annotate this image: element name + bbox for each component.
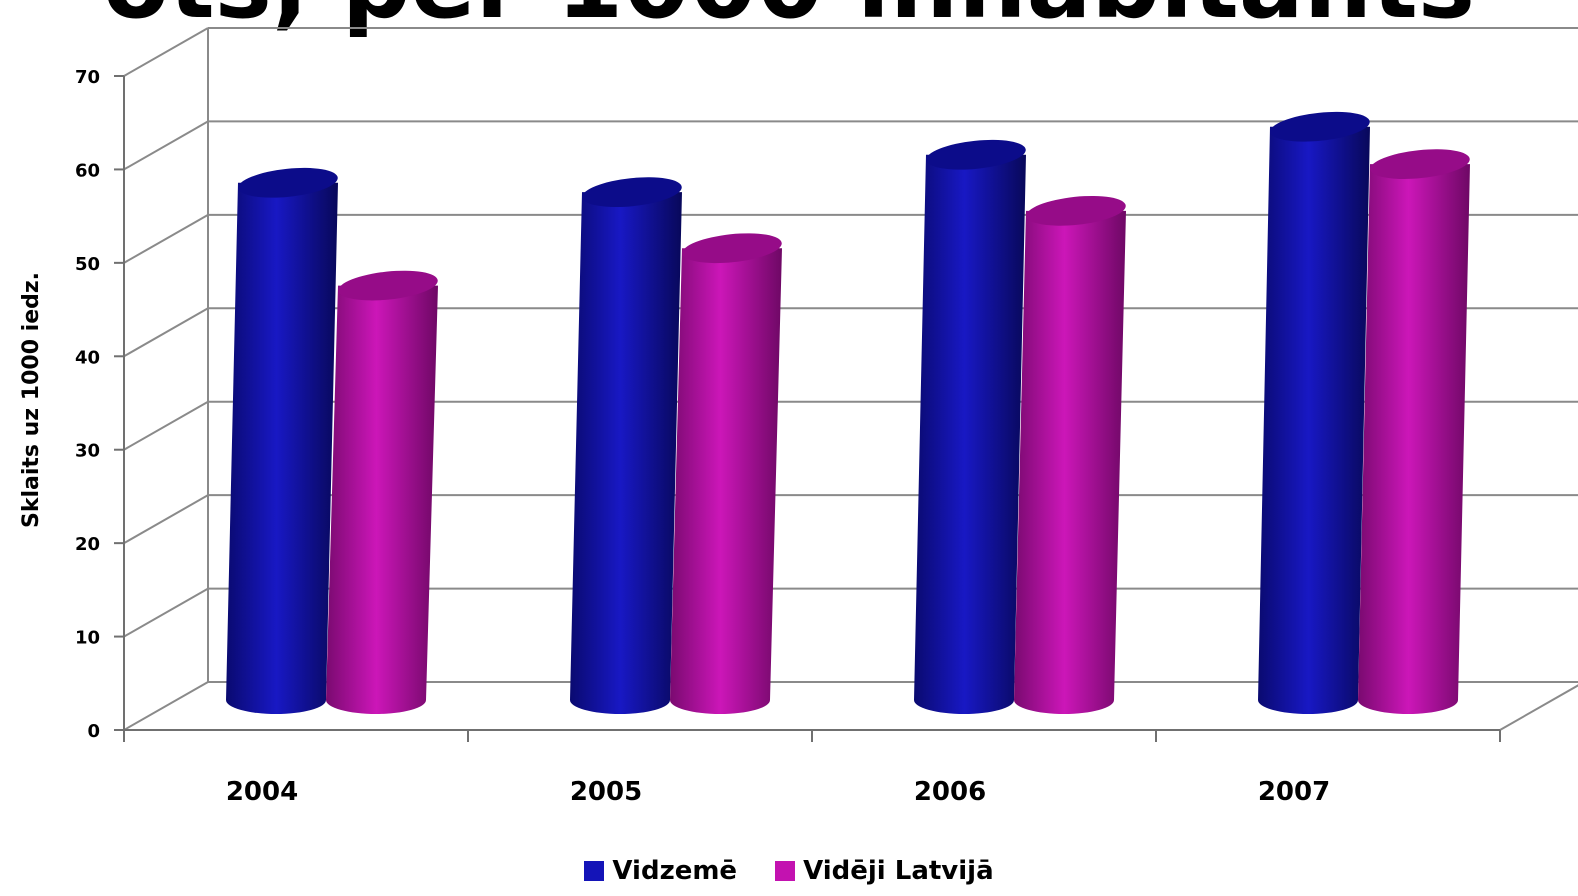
- legend-item: Vidzemē: [584, 856, 737, 886]
- y-tick-label: 50: [75, 254, 100, 275]
- y-tick-label: 70: [75, 67, 100, 88]
- bar-body: [670, 248, 782, 714]
- bar-body: [326, 285, 438, 714]
- bar-videji-latvija-2004: [326, 270, 438, 714]
- legend: Vidzemē Vidēji Latvijā: [0, 856, 1578, 886]
- bar-top: [682, 233, 782, 264]
- bar-vidzeme-2005: [570, 177, 682, 715]
- bar-vidzeme-2006: [914, 139, 1026, 714]
- gridline-side: [123, 681, 209, 731]
- y-tick-label: 0: [87, 721, 100, 742]
- legend-swatch: [775, 861, 796, 881]
- y-tick-label: 60: [75, 160, 100, 181]
- y-axis-title: Sklaits uz 1000 iedz.: [19, 272, 44, 528]
- bar-videji-latvija-2007: [1358, 149, 1470, 715]
- gridline-side: [123, 400, 209, 451]
- bar-body: [1258, 126, 1370, 714]
- gridline-side: [123, 494, 209, 545]
- legend-swatch: [584, 861, 605, 881]
- bar-top: [1026, 195, 1126, 226]
- bar-vidzeme-2004: [226, 167, 338, 715]
- bar-top: [338, 270, 438, 301]
- legend-item: Vidēji Latvijā: [775, 856, 994, 886]
- gridline-side: [123, 587, 209, 638]
- x-tick-label: 2005: [570, 777, 642, 807]
- gridline-side: [123, 27, 209, 77]
- bar-body: [1014, 210, 1126, 715]
- bar-body: [1358, 164, 1470, 715]
- bar-body: [914, 154, 1026, 714]
- legend-label: Vidēji Latvijā: [803, 856, 994, 886]
- gridline-side: [123, 120, 209, 171]
- legend-label: Vidzemē: [612, 856, 738, 886]
- floor-edge: [1499, 684, 1578, 731]
- bar-body: [226, 182, 338, 715]
- bar-top: [582, 177, 682, 208]
- bar-vidzeme-2007: [1258, 111, 1370, 714]
- bar-videji-latvija-2006: [1014, 195, 1126, 715]
- y-tick-label: 30: [75, 441, 100, 462]
- x-tick-label: 2004: [226, 777, 298, 807]
- x-tick-label: 2007: [1258, 777, 1330, 807]
- y-tick-label: 10: [75, 628, 100, 649]
- bar-top: [1270, 111, 1370, 142]
- bar-top: [1370, 149, 1470, 179]
- bar-top: [238, 167, 338, 198]
- x-tick-label: 2006: [914, 777, 986, 807]
- gridline-side: [123, 307, 209, 358]
- y-tick-label: 40: [75, 347, 100, 368]
- gridline-side: [123, 213, 209, 264]
- bar-body: [570, 192, 682, 715]
- y-tick-label: 20: [75, 534, 100, 555]
- bar-videji-latvija-2005: [670, 233, 782, 714]
- bar-top: [926, 139, 1026, 170]
